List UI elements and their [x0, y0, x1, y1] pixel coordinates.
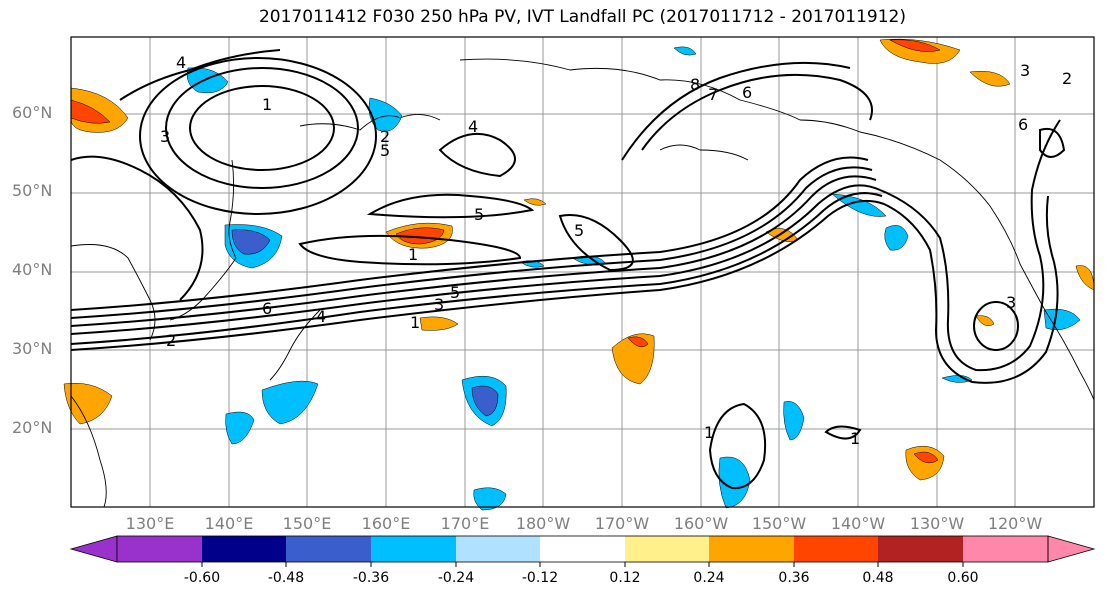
lon-label: 180°W [515, 514, 571, 533]
map-frame [70, 36, 1095, 508]
contour-label: 1 [262, 95, 272, 114]
contour-label: 3 [434, 295, 444, 314]
pv-positive-area [1075, 265, 1095, 291]
contour-label: 8 [690, 75, 700, 94]
pv-positive-area [627, 336, 649, 348]
contour-label: 6 [742, 83, 752, 102]
pv-positive-area [905, 445, 945, 481]
colorbar-tick-label: -0.60 [183, 570, 221, 586]
colorbar-tick-label: -0.24 [437, 570, 475, 586]
pv-negative-area [225, 411, 255, 445]
contour-label: 3 [160, 127, 170, 146]
lon-label: 160°E [361, 514, 411, 533]
colorbar-tick-label: -0.48 [267, 570, 305, 586]
colorbar-tick-label: 0.24 [693, 570, 725, 586]
lon-label: 150°W [751, 514, 807, 533]
colorbar-segment [625, 536, 709, 562]
pv-shading [63, 38, 1095, 511]
colorbar-segment [963, 536, 1048, 562]
pv-positive-area [523, 198, 547, 206]
lat-label: 60°N [12, 103, 53, 122]
lat-label: 40°N [12, 260, 53, 279]
colorbar-outline [116, 535, 1049, 563]
pv-positive-area [63, 383, 113, 425]
pv-contours [70, 49, 1066, 490]
contour-label: 1 [408, 245, 418, 264]
gridlines [71, 37, 1094, 507]
colorbar-segment [117, 536, 202, 562]
contour-label: 5 [380, 141, 390, 160]
contour-label: 1 [850, 429, 860, 448]
contour-label: 2 [380, 127, 390, 146]
lon-label: 130°W [909, 514, 965, 533]
colorbar-tick-label: -0.36 [352, 570, 390, 586]
lon-label: 120°W [987, 514, 1043, 533]
pv-negative-area [1043, 308, 1081, 330]
contour-labels: 4 1 3 5 2 4 5 5 1 6 4 3 5 1 2 8 7 6 3 2 … [160, 53, 1072, 448]
lat-label: 20°N [12, 418, 53, 437]
pv-negative-area [884, 225, 909, 251]
pv-negative-area [473, 487, 507, 511]
contour-label: 5 [450, 283, 460, 302]
contour-label: 2 [166, 331, 176, 350]
colorbar-tick-label: 0.36 [778, 570, 810, 586]
lon-label: 170°E [440, 514, 490, 533]
pv-positive-area [889, 39, 941, 52]
pv-positive-area [70, 99, 111, 124]
pv-negative-area [261, 380, 319, 425]
pv-negative-area [231, 229, 271, 255]
colorbar-extend-low [69, 535, 118, 563]
contour-label: 3 [1006, 293, 1016, 312]
pv-negative-area [831, 193, 887, 217]
colorbar-segment [456, 536, 540, 562]
colorbar-segment [540, 536, 625, 562]
colorbar-tick-label: -0.12 [521, 570, 559, 586]
pv-positive-area [969, 71, 1011, 87]
contour-label: 4 [468, 117, 478, 136]
lon-label: 140°E [204, 514, 254, 533]
pv-negative-area [673, 46, 697, 56]
pv-positive-area [975, 315, 995, 326]
contour-label: 6 [1018, 115, 1028, 134]
pv-positive-area [419, 316, 459, 331]
contour-label: 4 [176, 53, 186, 72]
coastlines [70, 58, 1095, 508]
contour-label: 5 [574, 221, 584, 240]
contour-label: 6 [262, 299, 272, 318]
pv-negative-area [783, 401, 805, 441]
pv-negative-area [368, 97, 403, 132]
lat-label: 50°N [12, 181, 53, 200]
colorbar [69, 535, 1096, 567]
map-title: 2017011412 F030 250 hPa PV, IVT Landfall… [258, 7, 906, 27]
lon-label: 160°W [673, 514, 729, 533]
contour-label: 1 [410, 313, 420, 332]
contour-label: 2 [1062, 69, 1072, 88]
colorbar-segment [371, 536, 456, 562]
pv-negative-area [941, 375, 973, 383]
lon-label: 130°E [125, 514, 175, 533]
colorbar-extend-high [1047, 535, 1096, 563]
colorbar-segment [286, 536, 371, 562]
colorbar-segment [794, 536, 878, 562]
pv-negative-area [471, 385, 499, 417]
lon-label: 150°E [282, 514, 332, 533]
pv-negative-area [718, 456, 751, 509]
colorbar-tick-label: 0.48 [862, 570, 894, 586]
contour-label: 7 [708, 85, 718, 104]
contour-label: 1 [704, 423, 714, 442]
colorbar-segment [709, 536, 794, 562]
colorbar-tick-label: 0.60 [947, 570, 979, 586]
contour-label: 3 [1020, 61, 1030, 80]
colorbar-segment [878, 536, 963, 562]
lon-label: 140°W [830, 514, 886, 533]
lon-label: 170°W [594, 514, 650, 533]
pv-positive-area [913, 451, 939, 464]
colorbar-segment [202, 536, 286, 562]
colorbar-tick-label: 0.12 [609, 570, 641, 586]
contour-label: 5 [474, 205, 484, 224]
contour-label: 4 [316, 307, 326, 326]
lat-label: 30°N [12, 339, 53, 358]
